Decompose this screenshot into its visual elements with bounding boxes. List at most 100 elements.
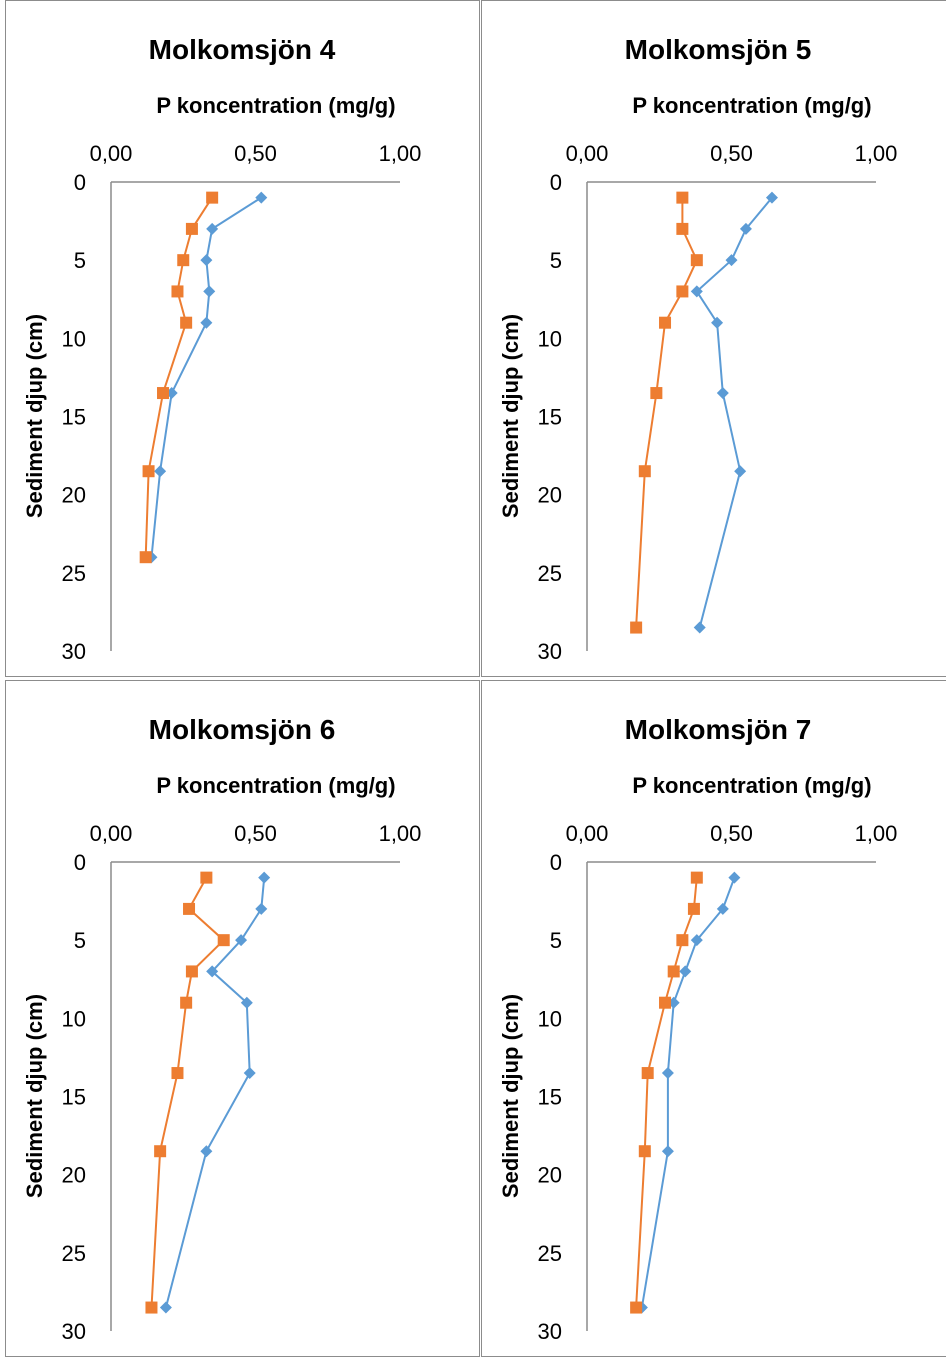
data-point-diamond [200, 1145, 213, 1158]
data-point-square [638, 1145, 651, 1158]
x-axis-title: P koncentration (mg/g) [632, 93, 871, 118]
data-point-diamond [255, 902, 268, 915]
data-point-square [177, 254, 190, 267]
y-tick-label: 30 [538, 1319, 562, 1344]
data-point-diamond [206, 965, 219, 978]
data-point-square [690, 871, 703, 884]
data-point-square [676, 191, 689, 204]
data-point-square [217, 934, 230, 947]
data-point-diamond [716, 902, 729, 915]
data-point-square [667, 965, 680, 978]
series-line-1 [640, 877, 736, 1308]
chart-title: Molkomsjön 4 [149, 34, 336, 65]
x-tick-label: 1,00 [855, 821, 898, 846]
y-tick-label: 10 [62, 1006, 86, 1031]
x-axis-title: P koncentration (mg/g) [156, 93, 395, 118]
data-point-diamond [240, 996, 253, 1009]
y-axis-title: Sediment djup (cm) [498, 994, 523, 1198]
chart-title: Molkomsjön 6 [149, 714, 336, 745]
data-point-square [676, 285, 689, 298]
plot-area: 0,00 0,50 1,00 0 5 10 15 20 25 30 [62, 141, 422, 664]
y-axis-title: Sediment djup (cm) [22, 314, 47, 518]
x-tick-label: 0,50 [710, 141, 753, 166]
y-tick-label: 20 [62, 1163, 86, 1188]
x-axis-title: P koncentration (mg/g) [632, 773, 871, 798]
data-point-diamond [679, 965, 692, 978]
y-axis-title: Sediment djup (cm) [498, 314, 523, 518]
x-tick-label: 0,00 [566, 141, 609, 166]
y-tick-label: 0 [550, 850, 562, 875]
data-point-diamond [235, 934, 248, 947]
data-point-square [200, 871, 213, 884]
y-tick-label: 5 [550, 928, 562, 953]
y-tick-label: 0 [74, 850, 86, 875]
chart-svg-3: Molkomsjön 6 P koncentration (mg/g) Sedi… [22, 714, 422, 1344]
y-tick-label: 25 [62, 1241, 86, 1266]
data-point-diamond [258, 871, 271, 884]
y-tick-label: 5 [550, 248, 562, 273]
y-tick-label: 20 [538, 1163, 562, 1188]
x-tick-label: 0,00 [566, 821, 609, 846]
data-point-diamond [255, 191, 268, 204]
data-point-diamond [739, 222, 752, 235]
data-point-square [630, 621, 643, 634]
data-point-square [157, 387, 170, 400]
x-tick-label: 1,00 [855, 141, 898, 166]
data-point-diamond [200, 254, 213, 267]
data-point-diamond [765, 191, 778, 204]
y-tick-label: 25 [62, 561, 86, 586]
chart-panel-2: Molkomsjön 5 P koncentration (mg/g) Sedi… [481, 0, 946, 677]
data-point-square [676, 934, 689, 947]
data-point-square [638, 465, 651, 478]
data-point-square [154, 1145, 167, 1158]
data-point-diamond [690, 285, 703, 298]
x-tick-label: 0,00 [90, 821, 133, 846]
chart-svg-2: Molkomsjön 5 P koncentration (mg/g) Sedi… [498, 34, 898, 664]
data-point-square [630, 1301, 643, 1314]
data-point-diamond [661, 1145, 674, 1158]
x-axis-title: P koncentration (mg/g) [156, 773, 395, 798]
data-point-diamond [661, 1067, 674, 1080]
data-point-diamond [728, 871, 741, 884]
y-tick-label: 20 [538, 483, 562, 508]
y-tick-label: 5 [74, 248, 86, 273]
y-tick-label: 10 [62, 326, 86, 351]
data-point-square [183, 902, 196, 915]
plot-area: 0,00 0,50 1,00 0 5 10 15 20 25 30 [62, 821, 422, 1344]
data-point-square [676, 222, 689, 235]
y-tick-label: 25 [538, 1241, 562, 1266]
y-tick-label: 15 [62, 1085, 86, 1110]
data-point-diamond [690, 934, 703, 947]
data-point-diamond [154, 465, 167, 478]
chart-title: Molkomsjön 5 [625, 34, 812, 65]
series-line-2 [150, 877, 226, 1308]
y-tick-label: 15 [538, 1085, 562, 1110]
series-line-1 [164, 877, 266, 1308]
series-line-2 [635, 197, 698, 628]
x-tick-label: 0,50 [234, 821, 277, 846]
y-tick-label: 10 [538, 1006, 562, 1031]
x-tick-label: 0,00 [90, 141, 133, 166]
chart-panel-3: Molkomsjön 6 P koncentration (mg/g) Sedi… [5, 680, 480, 1357]
data-point-square [206, 191, 219, 204]
y-tick-label: 15 [538, 405, 562, 430]
chart-svg-4: Molkomsjön 7 P koncentration (mg/g) Sedi… [498, 714, 898, 1344]
y-tick-label: 5 [74, 928, 86, 953]
data-point-diamond [203, 285, 216, 298]
data-point-square [641, 1067, 654, 1080]
data-point-square [142, 465, 155, 478]
y-tick-label: 30 [62, 1319, 86, 1344]
data-point-square [185, 965, 198, 978]
plot-area: 0,00 0,50 1,00 0 5 10 15 20 25 30 [538, 821, 898, 1344]
data-point-square [171, 285, 184, 298]
data-point-diamond [716, 387, 729, 400]
y-tick-label: 0 [74, 170, 86, 195]
plot-area: 0,00 0,50 1,00 0 5 10 15 20 25 30 [538, 141, 898, 664]
chart-svg-1: Molkomsjön 4 P koncentration (mg/g) Sedi… [22, 34, 422, 664]
y-tick-label: 15 [62, 405, 86, 430]
data-point-diamond [711, 316, 724, 329]
x-tick-label: 1,00 [379, 141, 422, 166]
data-point-square [145, 1301, 158, 1314]
y-axis-title: Sediment djup (cm) [22, 994, 47, 1198]
chart-panel-1: Molkomsjön 4 P koncentration (mg/g) Sedi… [5, 0, 480, 677]
